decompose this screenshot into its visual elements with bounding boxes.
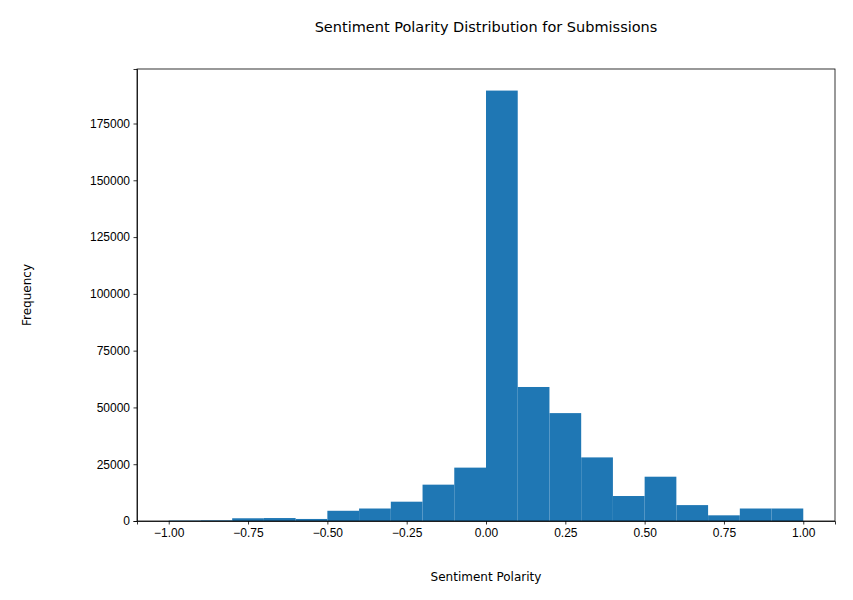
x-tick-label: −0.75 — [233, 526, 264, 540]
x-tick-label: 0.50 — [633, 526, 657, 540]
bars — [169, 91, 804, 521]
x-tick-mark — [803, 521, 804, 525]
histogram-bar — [391, 502, 423, 521]
histogram-bar — [486, 91, 518, 521]
x-tick-label: −0.25 — [392, 526, 423, 540]
histogram-bar — [708, 515, 740, 521]
histogram-bar — [423, 485, 455, 521]
x-tick-label: −0.50 — [313, 526, 344, 540]
x-tick: −0.50 — [313, 521, 344, 540]
x-tick-label: 1.00 — [792, 526, 816, 540]
y-axis-title: Frequency — [20, 264, 34, 326]
x-tick: 1.00 — [792, 521, 816, 540]
histogram-bar — [645, 477, 677, 521]
y-axis: 0 25000 50000 75000 100000 125000 150000 175000 — [90, 70, 138, 529]
x-tick: −1.00 — [154, 521, 185, 540]
histogram-bar — [518, 387, 550, 521]
y-tick: 100000 — [90, 287, 137, 301]
y-tick-mark — [134, 294, 138, 295]
plot-area: −1.00 −0.75 −0.50 −0.25 0.00 0.25 0.50 0.75 1.00… — [90, 69, 836, 540]
histogram-bar — [264, 518, 296, 521]
y-tick-label: 75000 — [97, 344, 131, 358]
y-tick: 125000 — [90, 230, 137, 244]
x-tick-mark — [565, 521, 566, 525]
histogram-bar — [581, 457, 613, 521]
x-tick: 0.00 — [475, 521, 499, 540]
y-tick-mark — [134, 407, 138, 408]
histogram-bar — [232, 518, 264, 521]
y-tick: 25000 — [97, 458, 137, 472]
y-tick-mark — [134, 351, 138, 352]
y-tick: 50000 — [97, 401, 137, 415]
y-tick: 150000 — [90, 174, 137, 188]
histogram-bar — [772, 509, 804, 521]
x-tick-mark — [248, 521, 249, 525]
x-tick-label: −1.00 — [154, 526, 185, 540]
y-tick-mark — [134, 237, 138, 238]
x-tick-mark — [486, 521, 487, 525]
x-tick-label: 0.25 — [554, 526, 578, 540]
histogram-bar — [327, 511, 359, 521]
y-tick: 175000 — [90, 117, 137, 131]
histogram-bar — [676, 505, 708, 521]
x-tick-mark — [327, 521, 328, 525]
x-tick: 0.75 — [713, 521, 737, 540]
histogram-bar — [359, 509, 391, 521]
y-tick-label: 125000 — [90, 230, 130, 244]
x-tick-mark — [645, 521, 646, 525]
chart-title: Sentiment Polarity Distribution for Subm… — [315, 19, 658, 35]
x-tick-mark — [169, 521, 170, 525]
y-tick-mark — [134, 180, 138, 181]
x-tick: 0.25 — [554, 521, 578, 540]
x-axis-line — [138, 522, 836, 525]
x-tick-mark — [407, 521, 408, 525]
y-tick-label: 25000 — [97, 458, 131, 472]
x-axis-title: Sentiment Polarity — [431, 570, 542, 584]
y-tick-label: 50000 — [97, 401, 131, 415]
chart: −1.00 −0.75 −0.50 −0.25 0.00 0.25 0.50 0.75 1.00… — [0, 0, 853, 600]
x-tick-label: 0.75 — [713, 526, 737, 540]
x-axis: −1.00 −0.75 −0.50 −0.25 0.00 0.25 0.50 0.75 1.00 — [138, 521, 836, 540]
y-tick-mark — [134, 124, 138, 125]
x-tick-mark — [724, 521, 725, 525]
y-tick-label: 0 — [123, 514, 130, 528]
histogram-bar — [613, 496, 645, 521]
histogram-bar — [454, 468, 486, 521]
x-tick-label: 0.00 — [475, 526, 499, 540]
histogram-bar — [740, 509, 772, 521]
y-tick-mark — [134, 464, 138, 465]
y-tick-mark — [134, 521, 138, 522]
y-tick-label: 175000 — [90, 117, 130, 131]
y-tick: 0 — [123, 514, 137, 528]
plot-frame — [137, 69, 835, 521]
x-tick: 0.50 — [633, 521, 657, 540]
x-tick: −0.25 — [392, 521, 423, 540]
y-tick: 75000 — [97, 344, 137, 358]
x-tick: −0.75 — [233, 521, 264, 540]
y-tick-label: 100000 — [90, 287, 130, 301]
histogram-bar — [549, 413, 581, 521]
y-tick-label: 150000 — [90, 174, 130, 188]
